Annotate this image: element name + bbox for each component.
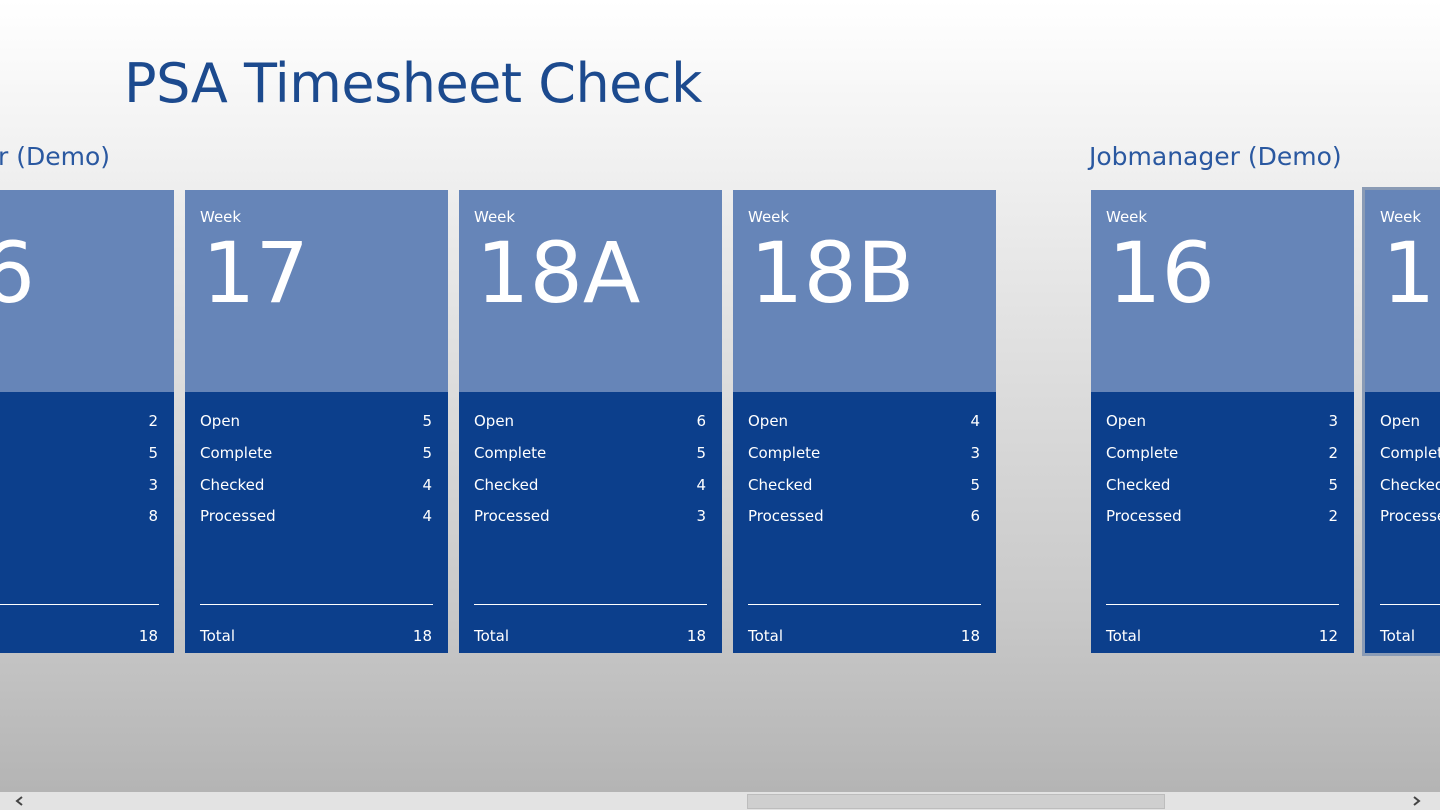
scroll-left[interactable]	[14, 795, 26, 807]
divider	[0, 604, 159, 605]
tile-top	[0, 190, 174, 392]
divider	[1106, 604, 1339, 605]
total-label: Total	[1106, 627, 1142, 645]
week-number: 16	[0, 224, 35, 322]
week-label: Week	[1380, 208, 1422, 226]
tile-top	[1091, 190, 1354, 392]
week-tile[interactable]: Week 16 Open 3 Complete 2 Checked 5 Processed 2 To…	[1091, 190, 1354, 653]
status-label: Open	[748, 412, 789, 430]
status-label: Checked	[474, 476, 539, 494]
status-label: Checked	[1380, 476, 1440, 494]
status-label: Complete	[1106, 444, 1179, 462]
status-count: 5	[148, 444, 158, 462]
status-label: Processed	[200, 507, 276, 525]
scrollbar[interactable]	[0, 792, 1440, 810]
status-count: 6	[696, 412, 706, 430]
tile-bottom	[733, 392, 996, 653]
tile-bottom	[185, 392, 448, 653]
tile-bottom	[1365, 392, 1440, 653]
status-label: Complete	[1380, 444, 1440, 462]
status-label: Checked	[200, 476, 265, 494]
total-label: Total	[200, 627, 236, 645]
status-label: Open	[474, 412, 515, 430]
status-count: 5	[696, 444, 706, 462]
status-label: Processed	[474, 507, 550, 525]
week-tile[interactable]: 16 2 5 3 8 18	[0, 190, 174, 653]
status-label: Open	[200, 412, 241, 430]
status-label: Checked	[748, 476, 813, 494]
status-count: 4	[422, 507, 432, 525]
status-label: Complete	[748, 444, 821, 462]
total-count: 18	[686, 627, 706, 645]
status-count: 3	[696, 507, 706, 525]
status-count: 4	[696, 476, 706, 494]
group-header[interactable]: er (Demo)	[0, 142, 110, 171]
status-label: Complete	[200, 444, 273, 462]
status-count: 4	[970, 412, 980, 430]
tile-bottom	[1091, 392, 1354, 653]
week-number: 18A	[476, 224, 641, 322]
week-label: Week	[200, 208, 242, 226]
status-label: Checked	[1106, 476, 1171, 494]
status-label: Processed	[748, 507, 824, 525]
week-tile[interactable]: Week 17 Open 5 Complete 5 Checked 4 Processed 4 To…	[185, 190, 448, 653]
status-count: 3	[970, 444, 980, 462]
status-count: 2	[148, 412, 158, 430]
total-count: 12	[1318, 627, 1338, 645]
status-label: Open	[1380, 412, 1421, 430]
total-count: 18	[138, 627, 158, 645]
app-title: PSA Timesheet Check	[124, 52, 702, 115]
status-count: 3	[148, 476, 158, 494]
status-count: 6	[970, 507, 980, 525]
status-count: 2	[1328, 507, 1338, 525]
tile-top	[185, 190, 448, 392]
divider	[748, 604, 981, 605]
week-number: 17	[1382, 224, 1440, 322]
week-label: Week	[474, 208, 516, 226]
week-tile[interactable]: Week 18A Open 6 Complete 5 Checked 4 Processed 3 T…	[459, 190, 722, 653]
tile-bottom	[459, 392, 722, 653]
week-tile[interactable]: Week 18B Open 4 Complete 3 Checked 5 Processed 6 T…	[733, 190, 996, 653]
tile-top	[733, 190, 996, 392]
divider	[1380, 604, 1440, 605]
tile-top	[459, 190, 722, 392]
status-count: 3	[1328, 412, 1338, 430]
status-count: 4	[422, 476, 432, 494]
status-label: Complete	[474, 444, 547, 462]
tile-top	[1365, 190, 1440, 392]
total-label: Total	[1380, 627, 1416, 645]
status-count: 5	[422, 444, 432, 462]
week-label: Week	[748, 208, 790, 226]
week-label: Week	[1106, 208, 1148, 226]
divider	[200, 604, 433, 605]
scroll-right[interactable]	[1410, 795, 1422, 807]
total-label: Total	[748, 627, 784, 645]
status-count: 5	[970, 476, 980, 494]
total-label: Total	[474, 627, 510, 645]
status-count: 8	[148, 507, 158, 525]
scrollbar-thumb[interactable]	[747, 794, 1165, 809]
week-number: 16	[1108, 224, 1215, 322]
week-number: 18B	[750, 224, 915, 322]
total-count: 18	[412, 627, 432, 645]
status-count: 5	[422, 412, 432, 430]
status-label: Processed	[1380, 507, 1440, 525]
tile-bottom	[0, 392, 174, 653]
status-label: Open	[1106, 412, 1147, 430]
week-number: 17	[202, 224, 309, 322]
status-count: 5	[1328, 476, 1338, 494]
total-count: 18	[960, 627, 980, 645]
status-count: 2	[1328, 444, 1338, 462]
divider	[474, 604, 707, 605]
group-header[interactable]: Jobmanager (Demo)	[1089, 142, 1342, 171]
status-label: Processed	[1106, 507, 1182, 525]
